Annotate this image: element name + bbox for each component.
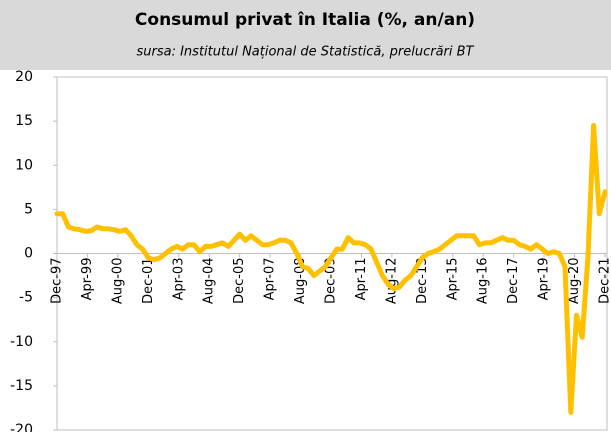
x-tick-label: Apr-03 [171,258,186,301]
x-tick-label: Apr-11 [354,258,369,301]
y-tick-label: -20 [10,422,33,432]
x-tick-label: Apr-19 [537,258,552,301]
y-tick-label: -5 [19,290,33,306]
y-tick-label: 15 [15,113,33,129]
x-tick-label: Aug-00 [110,258,125,305]
x-tick-label: Apr-99 [80,258,95,301]
y-tick-label: 0 [24,246,33,262]
x-tick-label: Apr-07 [263,258,278,301]
y-tick-label: -10 [10,334,33,350]
x-tick-label: Dec-97 [50,258,65,304]
chart-title: Consumul privat în Italia (%, an/an) [135,10,475,30]
x-tick-label: Aug-16 [476,258,491,305]
x-tick-label: Dec-05 [232,258,247,304]
x-tick-label: Aug-20 [567,258,582,305]
x-tick-label: Apr-15 [445,258,460,301]
x-tick-label: Dec-17 [506,258,521,304]
y-tick-label: 5 [24,201,33,217]
y-tick-label: -15 [10,378,33,394]
x-tick-label: Dec-01 [141,258,156,304]
x-tick-label: Dec-21 [598,258,611,304]
y-tick-label: 10 [15,157,33,173]
x-tick-label: Aug-04 [202,258,217,305]
chart-subtitle: sursa: Institutul Național de Statistică… [136,45,474,60]
y-tick-label: 20 [15,69,33,85]
